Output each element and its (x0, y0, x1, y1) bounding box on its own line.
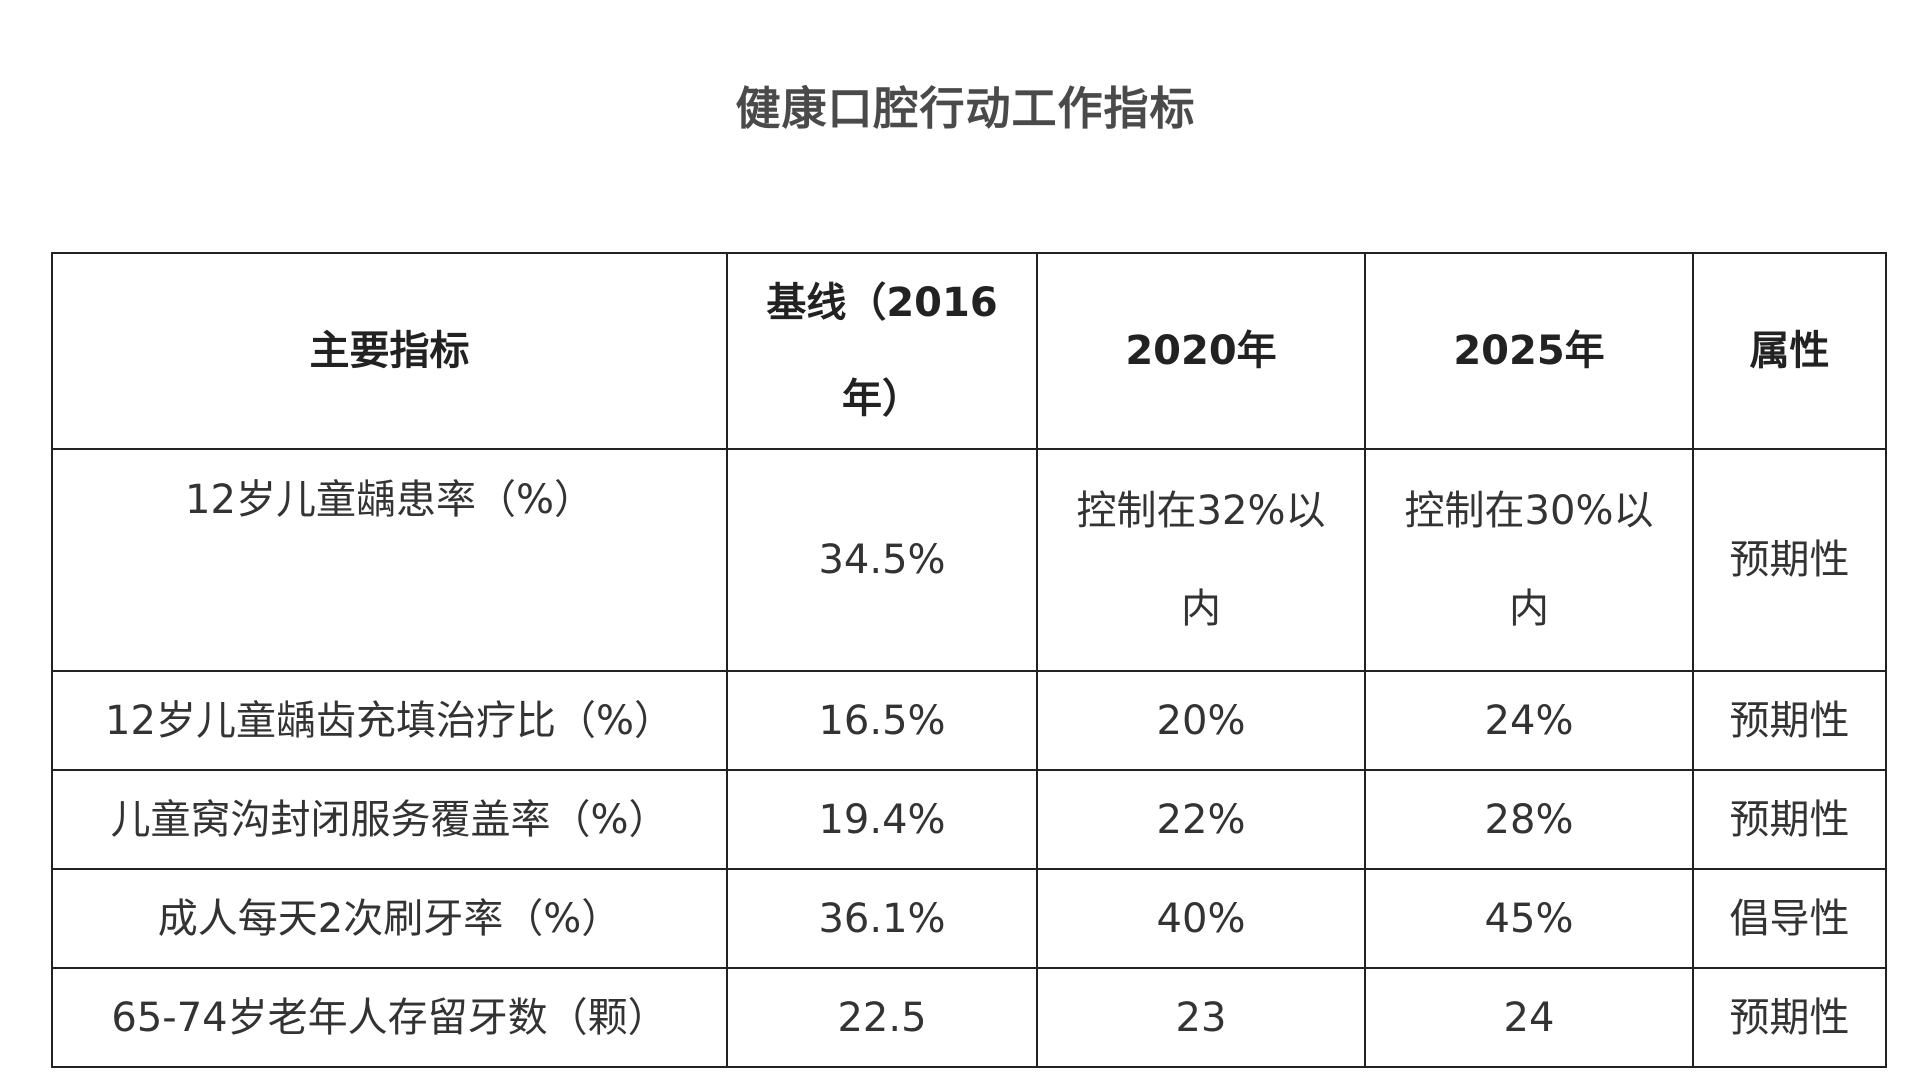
cell-2020: 20% (1036, 670, 1366, 771)
cell-attribute: 倡导性 (1692, 868, 1887, 969)
cell-2025: 24% (1364, 670, 1694, 771)
cell-2025: 28% (1364, 769, 1694, 870)
table-row: 65-74岁老年人存留牙数（颗） 22.5 23 24 预期性 (51, 967, 1887, 1068)
cell-attribute: 预期性 (1692, 769, 1887, 870)
header-indicator: 主要指标 (51, 252, 728, 450)
cell-2020: 23 (1036, 967, 1366, 1068)
cell-2025: 控制在30%以内 (1364, 448, 1694, 672)
table-row: 12岁儿童龋患率（%） 34.5% 控制在32%以内 控制在30%以内 预期性 (51, 448, 1887, 672)
cell-baseline: 34.5% (726, 448, 1038, 672)
header-baseline: 基线（2016年） (726, 252, 1038, 450)
cell-2025: 45% (1364, 868, 1694, 969)
cell-indicator: 12岁儿童龋齿充填治疗比（%） (51, 670, 728, 771)
table-row: 儿童窝沟封闭服务覆盖率（%） 19.4% 22% 28% 预期性 (51, 769, 1887, 870)
cell-2020: 40% (1036, 868, 1366, 969)
cell-baseline: 19.4% (726, 769, 1038, 870)
table-row: 成人每天2次刷牙率（%） 36.1% 40% 45% 倡导性 (51, 868, 1887, 969)
cell-indicator: 成人每天2次刷牙率（%） (51, 868, 728, 969)
cell-2025: 24 (1364, 967, 1694, 1068)
cell-indicator: 12岁儿童龋患率（%） (51, 448, 728, 672)
cell-attribute: 预期性 (1692, 967, 1887, 1068)
cell-baseline: 16.5% (726, 670, 1038, 771)
cell-attribute: 预期性 (1692, 448, 1887, 672)
cell-baseline: 36.1% (726, 868, 1038, 969)
cell-indicator: 65-74岁老年人存留牙数（颗） (51, 967, 728, 1068)
cell-indicator: 儿童窝沟封闭服务覆盖率（%） (51, 769, 728, 870)
cell-2020: 22% (1036, 769, 1366, 870)
cell-2020: 控制在32%以内 (1036, 448, 1366, 672)
header-2020: 2020年 (1036, 252, 1366, 450)
table-row: 12岁儿童龋齿充填治疗比（%） 16.5% 20% 24% 预期性 (51, 670, 1887, 771)
cell-attribute: 预期性 (1692, 670, 1887, 771)
indicators-table: 主要指标 基线（2016年） 2020年 2025年 属性 12岁儿童龋患率（%… (51, 252, 1887, 1068)
page-title: 健康口腔行动工作指标 (735, 82, 1196, 135)
header-2025: 2025年 (1364, 252, 1694, 450)
header-attribute: 属性 (1692, 252, 1887, 450)
cell-baseline: 22.5 (726, 967, 1038, 1068)
table-header-row: 主要指标 基线（2016年） 2020年 2025年 属性 (51, 252, 1887, 450)
